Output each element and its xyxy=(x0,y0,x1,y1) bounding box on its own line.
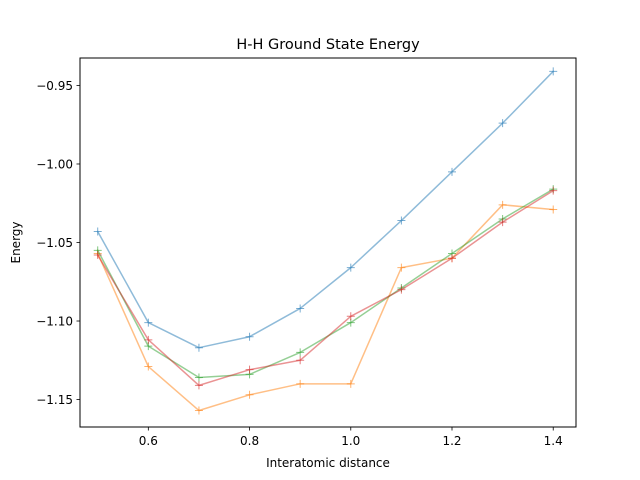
y-axis-ticks: −1.15 −1.10 −1.05 −1.00 −0.95 xyxy=(36,79,80,407)
x-tick-label: 1.4 xyxy=(544,434,563,448)
plot-area xyxy=(93,67,558,415)
series-1-point xyxy=(144,318,153,327)
axes-frame xyxy=(79,57,577,428)
x-tick-label: 1.0 xyxy=(341,434,360,448)
series-2-point xyxy=(194,406,203,415)
series-3-point xyxy=(194,373,203,382)
series-2-point xyxy=(397,263,406,272)
series-1-point xyxy=(549,67,558,76)
series-4-point xyxy=(93,251,102,260)
series-2-point xyxy=(144,362,153,371)
series-2-point xyxy=(245,390,254,399)
y-tick-label: −0.95 xyxy=(36,79,73,93)
series-4-point xyxy=(144,335,153,344)
y-tick-label: −1.10 xyxy=(36,315,73,329)
y-axis-label: Energy xyxy=(9,221,23,263)
series-1-point xyxy=(346,263,355,272)
series-1-point xyxy=(448,167,456,176)
series-4-point xyxy=(346,312,355,321)
series-4-point xyxy=(296,356,305,365)
series-2-point xyxy=(346,379,355,388)
series-4-point xyxy=(397,285,406,294)
series-1-point xyxy=(93,227,102,236)
x-tick-label: 1.2 xyxy=(442,434,461,448)
x-tick-label: 0.8 xyxy=(240,434,259,448)
series-4-line xyxy=(96,189,555,387)
series-2-point xyxy=(549,205,558,214)
series-1-point xyxy=(397,216,406,225)
series-4-point xyxy=(245,365,254,374)
series-1-point xyxy=(296,304,305,313)
y-tick-label: −1.05 xyxy=(36,236,73,250)
chart-title: H-H Ground State Energy xyxy=(236,37,420,53)
series-4-point xyxy=(448,254,456,263)
series-1-point xyxy=(498,119,507,128)
series-1-line xyxy=(96,70,555,349)
x-tick-label: 0.6 xyxy=(139,434,158,448)
y-tick-label: −1.00 xyxy=(36,157,73,171)
series-3-point xyxy=(296,348,305,357)
series-2-point xyxy=(498,200,507,209)
series-2-point xyxy=(296,379,305,388)
series-4-point xyxy=(194,381,203,390)
y-tick-label: −1.15 xyxy=(36,393,73,407)
series-4-point xyxy=(498,218,507,227)
x-axis-label: Interatomic distance xyxy=(266,456,390,470)
series-1-point xyxy=(194,343,203,352)
series-4-point xyxy=(549,186,558,195)
series-2-line xyxy=(96,204,555,412)
x-axis-ticks: 0.6 0.8 1.0 1.2 1.4 xyxy=(139,427,563,448)
series-1-point xyxy=(245,332,254,341)
